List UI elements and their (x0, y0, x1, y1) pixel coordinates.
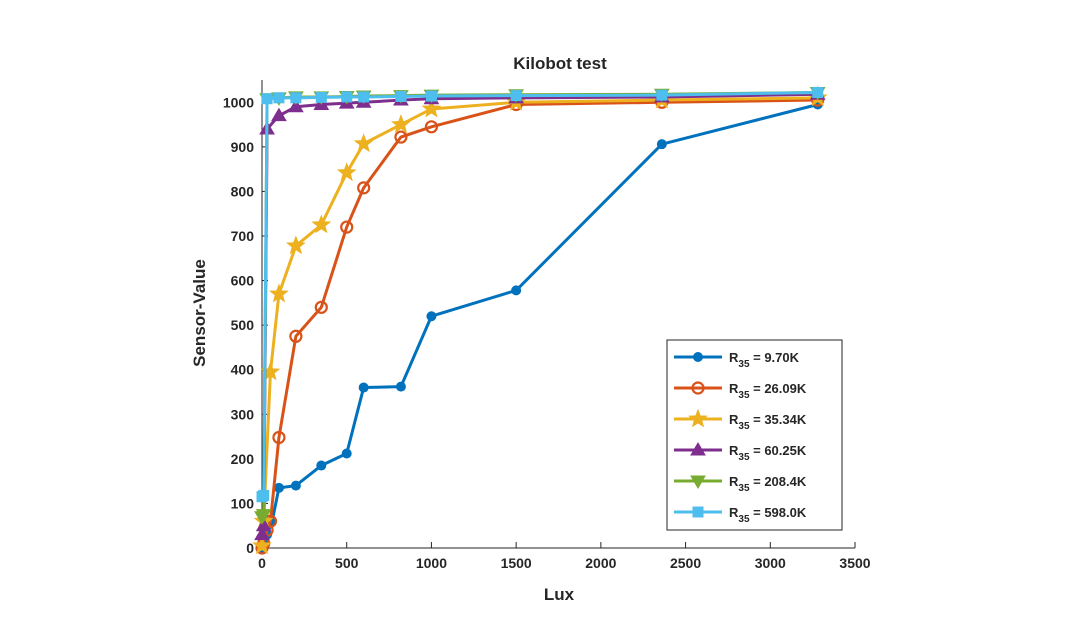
data-point (315, 91, 327, 103)
y-tick-label: 100 (231, 495, 255, 511)
legend-item: R35 = 9.70K (674, 350, 800, 370)
data-point (336, 162, 357, 182)
data-point (690, 475, 706, 489)
data-point (693, 352, 703, 362)
data-point (688, 408, 708, 428)
y-axis-label: Sensor-Value (190, 259, 209, 367)
x-tick-label: 1000 (416, 555, 447, 571)
data-point (510, 90, 522, 102)
data-point (255, 517, 272, 532)
x-axis-label: Lux (544, 585, 575, 604)
data-point (394, 130, 408, 144)
data-point (288, 98, 304, 113)
y-tick-label: 0 (246, 540, 254, 556)
legend-item: R35 = 208.4K (674, 474, 807, 494)
plot-area (252, 86, 828, 555)
axes: 0 500 1000 1500 2000 2500 3000 3500 0 100 200 300 40… (223, 80, 871, 571)
legend-box (666, 339, 843, 531)
data-point (272, 430, 286, 445)
x-tick-label: 2500 (670, 555, 701, 571)
data-point (273, 92, 285, 104)
y-tick-label: 200 (231, 451, 255, 467)
y-tick-label: 600 (231, 273, 255, 289)
y-tick-label: 400 (231, 362, 255, 378)
x-tick-label: 1500 (501, 555, 532, 571)
data-point (254, 526, 270, 541)
x-tick-label: 3500 (839, 555, 870, 571)
y-tick-label: 800 (231, 183, 255, 199)
y-tick-label: 700 (231, 228, 255, 244)
data-point (273, 482, 284, 493)
legend-item: R35 = 60.25K (674, 442, 807, 463)
data-point (395, 90, 407, 102)
data-point (656, 139, 667, 150)
y-tick-label: 300 (231, 406, 255, 422)
data-point (261, 93, 273, 105)
legend-label: R35 = 26.09K (729, 381, 807, 401)
data-point (271, 107, 287, 122)
data-point (252, 535, 272, 555)
data-point (426, 311, 437, 322)
legend-label: R35 = 35.34K (729, 412, 807, 432)
data-point (289, 329, 303, 343)
data-point (812, 86, 824, 98)
data-point (656, 89, 668, 101)
data-point (340, 220, 354, 234)
x-tick-label: 500 (335, 555, 359, 571)
data-point (690, 442, 706, 456)
data-point (314, 300, 328, 314)
legend-item: R35 = 26.09K (674, 381, 807, 401)
data-point (425, 90, 437, 102)
data-point (424, 120, 439, 134)
data-point (511, 285, 522, 296)
data-point (269, 283, 289, 303)
data-point (290, 92, 302, 104)
x-tick-label: 3000 (755, 555, 786, 571)
legend-label: R35 = 598.0K (729, 505, 807, 525)
legend-label: R35 = 60.25K (729, 443, 807, 463)
data-point (316, 460, 327, 471)
data-point (391, 114, 411, 133)
legend-item: R35 = 35.34K (674, 408, 807, 432)
data-point (358, 382, 369, 393)
data-point (691, 381, 705, 395)
data-point (341, 448, 352, 459)
data-point (357, 181, 371, 195)
chart-title: Kilobot test (513, 54, 607, 73)
series-6 (256, 86, 824, 503)
legend-label: R35 = 208.4K (729, 474, 807, 494)
data-point (255, 509, 272, 523)
data-point (290, 480, 301, 491)
data-point (358, 91, 370, 103)
data-point (692, 506, 704, 518)
x-tick-label: 2000 (585, 555, 616, 571)
legend-label: R35 = 9.70K (729, 350, 800, 370)
legend: R35 = 9.70K R35 = 26.09K R35 = 35.34K R35 =… (666, 339, 843, 531)
y-tick-label: 1000 (223, 94, 254, 110)
data-point (421, 98, 442, 118)
legend-item: R35 = 598.0K (674, 505, 807, 525)
data-point (341, 91, 353, 103)
data-point (395, 381, 406, 392)
data-point (311, 214, 332, 234)
y-tick-label: 500 (231, 317, 255, 333)
x-tick-label: 0 (258, 555, 266, 571)
data-point (258, 489, 270, 501)
data-point (285, 235, 306, 255)
data-point (353, 133, 374, 153)
y-tick-label: 900 (231, 139, 255, 155)
